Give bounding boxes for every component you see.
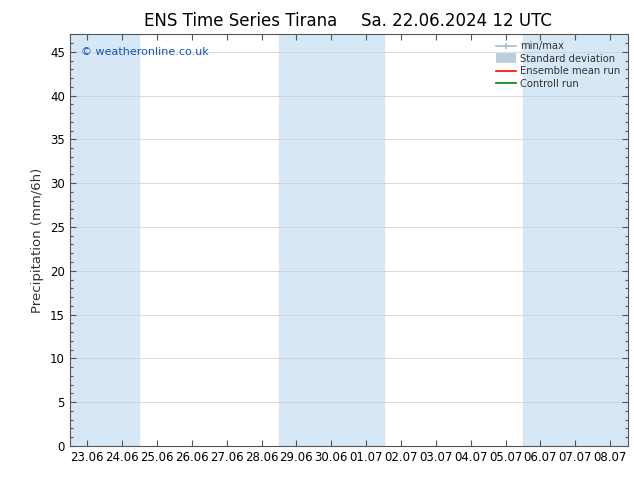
Legend: min/max, Standard deviation, Ensemble mean run, Controll run: min/max, Standard deviation, Ensemble me…: [495, 39, 623, 91]
Bar: [523, 34, 628, 446]
Text: Sa. 22.06.2024 12 UTC: Sa. 22.06.2024 12 UTC: [361, 12, 552, 30]
Bar: [70, 34, 139, 446]
Text: ENS Time Series Tirana: ENS Time Series Tirana: [145, 12, 337, 30]
Y-axis label: Precipitation (mm/6h): Precipitation (mm/6h): [32, 168, 44, 313]
Bar: [279, 34, 384, 446]
Text: © weatheronline.co.uk: © weatheronline.co.uk: [81, 47, 209, 57]
